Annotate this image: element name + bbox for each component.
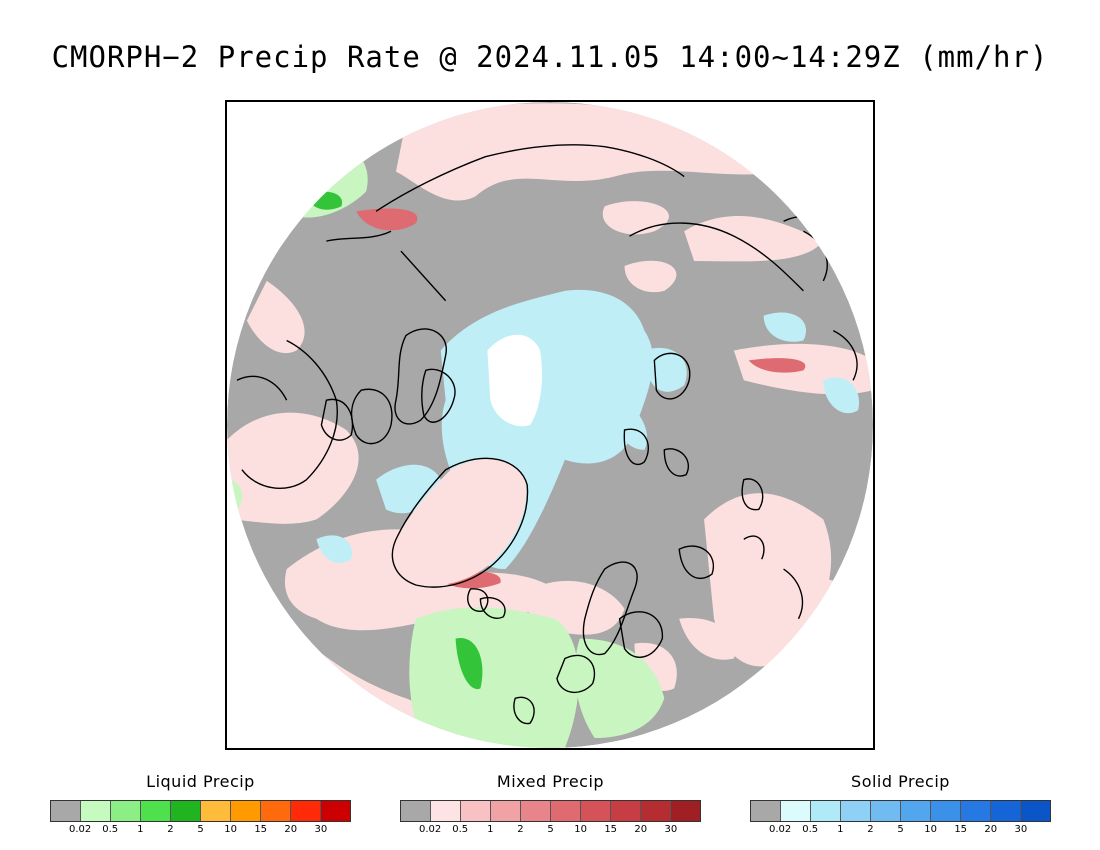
- legend-tick-label: 1: [837, 824, 844, 835]
- legend-tick-label: 10: [924, 824, 937, 835]
- legend-tick-label: 2: [517, 824, 524, 835]
- legend-mixed: Mixed Precip 0.02 0.5 1 2 5 10 15 20 30: [400, 772, 701, 838]
- legend-swatch: [401, 801, 431, 821]
- legend-solid-ticks: 0.02 0.5 1 2 5 10 15 20 30: [750, 824, 1051, 838]
- legend-swatch: [991, 801, 1021, 821]
- legend-swatch: [811, 801, 841, 821]
- legend-liquid-bar: [50, 800, 351, 822]
- greenland-landmass: [392, 458, 527, 586]
- legend-swatch: [431, 801, 461, 821]
- legend-swatch: [551, 801, 581, 821]
- legend-liquid: Liquid Precip 0.02 0.5 1 2 5 10 15 20 30: [50, 772, 351, 838]
- legend-swatch: [321, 801, 350, 821]
- legend-swatch: [641, 801, 671, 821]
- legend-solid-title: Solid Precip: [851, 772, 950, 791]
- legend-swatch: [781, 801, 811, 821]
- legend-tick-label: 2: [867, 824, 874, 835]
- legend-tick-label: 30: [314, 824, 328, 835]
- legend-swatch: [751, 801, 781, 821]
- legend-tick-label: 15: [254, 824, 268, 835]
- legend-swatch: [491, 801, 521, 821]
- legend-tick-label: 15: [954, 824, 968, 835]
- legend-swatch: [141, 801, 171, 821]
- legend-tick-label: 1: [137, 824, 144, 835]
- legend-swatch: [901, 801, 931, 821]
- legend-tick-label: 20: [284, 824, 298, 835]
- legend-liquid-title: Liquid Precip: [146, 772, 255, 791]
- legend-swatch: [171, 801, 201, 821]
- legend-mixed-title: Mixed Precip: [496, 772, 605, 791]
- polar-map: [225, 100, 875, 750]
- legend-mixed-ticks: 0.02 0.5 1 2 5 10 15 20 30: [400, 824, 701, 838]
- legend-mixed-bar: [400, 800, 701, 822]
- legend-tick-label: 0.5: [802, 824, 819, 835]
- legend-tick-label: 30: [664, 824, 678, 835]
- legend-swatch: [961, 801, 991, 821]
- legend-swatch: [231, 801, 261, 821]
- legend-tick-label: 5: [197, 824, 204, 835]
- legend-tick-label: 0.02: [418, 824, 442, 835]
- legend-solid: Solid Precip 0.02 0.5 1 2 5 10 15 20 30: [750, 772, 1051, 838]
- legend-swatch: [81, 801, 111, 821]
- legend-tick-label: 5: [547, 824, 554, 835]
- legend-swatch: [871, 801, 901, 821]
- legend-tick-label: 15: [604, 824, 618, 835]
- legend-swatch: [291, 801, 321, 821]
- legend-tick-label: 2: [167, 824, 174, 835]
- legend-swatch: [521, 801, 551, 821]
- legend-tick-label: 20: [984, 824, 998, 835]
- legend-swatch: [461, 801, 491, 821]
- legend-tick-label: 20: [634, 824, 648, 835]
- legend-tick-label: 0.5: [452, 824, 469, 835]
- legend-swatch: [111, 801, 141, 821]
- chart-title: CMORPH−2 Precip Rate @ 2024.11.05 14:00~…: [51, 40, 1049, 74]
- precip-map-svg: [227, 102, 873, 748]
- legend-solid-bar: [750, 800, 1051, 822]
- legend-swatch: [581, 801, 611, 821]
- solid-precip-core: [487, 334, 543, 427]
- legend-tick-label: 0.5: [102, 824, 119, 835]
- legend-swatch: [201, 801, 231, 821]
- legend-swatch: [841, 801, 871, 821]
- legend-swatch: [671, 801, 700, 821]
- legend-tick-label: 10: [224, 824, 237, 835]
- legend-swatch: [931, 801, 961, 821]
- legend-tick-label: 0.02: [68, 824, 92, 835]
- legend-swatch: [51, 801, 81, 821]
- legend-swatch: [1021, 801, 1050, 821]
- legend-swatch: [611, 801, 641, 821]
- legend-tick-label: 0.02: [768, 824, 792, 835]
- legend-tick-label: 30: [1014, 824, 1028, 835]
- legend-tick-label: 5: [897, 824, 904, 835]
- legend-swatch: [261, 801, 291, 821]
- coastlines: [236, 144, 858, 725]
- legend-tick-label: 1: [487, 824, 494, 835]
- legend-tick-label: 10: [574, 824, 587, 835]
- legend-liquid-ticks: 0.02 0.5 1 2 5 10 15 20 30: [50, 824, 351, 838]
